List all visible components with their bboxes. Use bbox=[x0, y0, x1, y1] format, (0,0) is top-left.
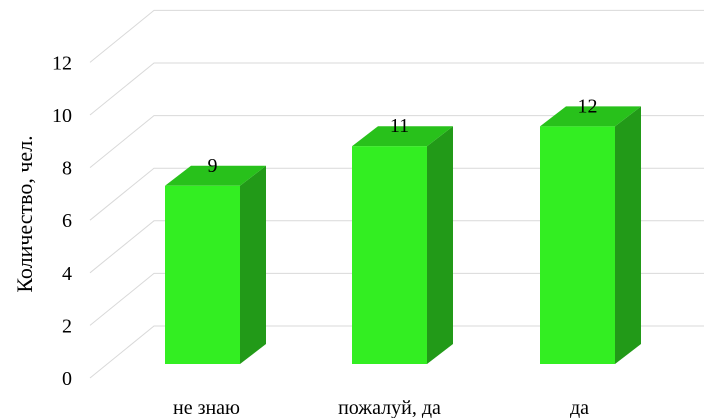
data-label: 11 bbox=[390, 115, 409, 137]
y-tick-label: 2 bbox=[62, 315, 72, 337]
category-label: не знаю bbox=[173, 397, 240, 418]
y-tick-label: 0 bbox=[62, 368, 72, 390]
gridline bbox=[89, 62, 704, 116]
bar-front bbox=[352, 146, 427, 364]
bar-side bbox=[240, 165, 266, 364]
gridline bbox=[89, 272, 704, 326]
bar-front bbox=[540, 126, 615, 365]
gridline bbox=[89, 115, 704, 168]
y-tick-label: 4 bbox=[62, 263, 72, 285]
bar-top bbox=[540, 106, 641, 127]
bar-front bbox=[165, 185, 240, 364]
data-label: 12 bbox=[578, 95, 598, 117]
y-tick-label: 12 bbox=[52, 52, 72, 74]
data-label: 9 bbox=[208, 155, 218, 177]
y-tick-label: 8 bbox=[62, 158, 72, 180]
gridline bbox=[89, 220, 704, 274]
gridline bbox=[89, 167, 704, 221]
y-tick-label: 6 bbox=[62, 210, 72, 232]
bars bbox=[165, 106, 641, 365]
x-axis-categories: не знаю пожалуй, да да bbox=[173, 397, 589, 418]
y-axis-title: Количество, чел. bbox=[12, 135, 37, 292]
bar-side bbox=[427, 126, 453, 364]
gridlines bbox=[89, 9, 704, 379]
bar-top bbox=[352, 126, 453, 147]
bar bbox=[165, 165, 266, 364]
gridline bbox=[89, 325, 704, 379]
category-label: да bbox=[570, 397, 589, 418]
category-label: пожалуй, да bbox=[338, 397, 441, 418]
bar-top bbox=[165, 165, 266, 186]
bar bbox=[352, 126, 453, 364]
y-tick-label: 10 bbox=[52, 105, 72, 127]
bar bbox=[540, 106, 641, 365]
gridline bbox=[89, 9, 704, 63]
bar-side bbox=[615, 106, 641, 365]
y-axis-ticks: 0 2 4 6 8 10 12 bbox=[52, 52, 72, 390]
data-labels: 9 11 12 bbox=[208, 95, 598, 176]
